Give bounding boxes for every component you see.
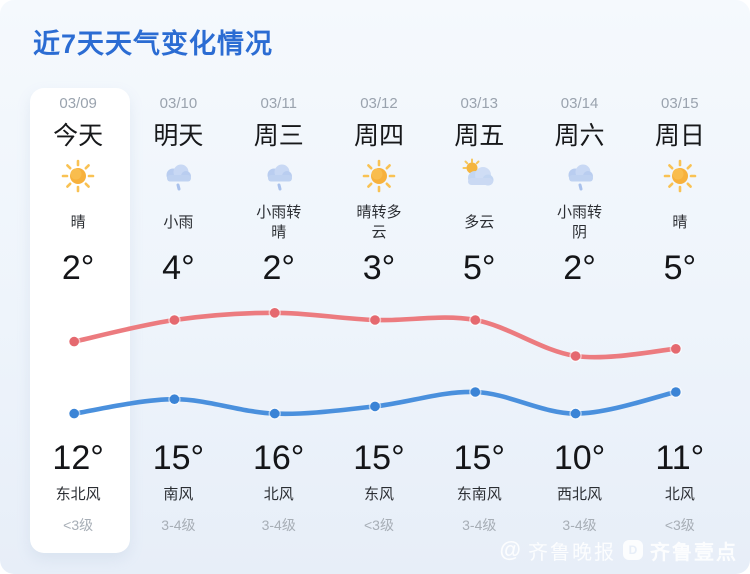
- date-label: 03/10: [159, 95, 198, 112]
- high-temp: 15°: [453, 439, 505, 477]
- condition-label: 晴: [70, 214, 86, 231]
- day-label: 周日: [654, 122, 705, 150]
- low-temp: 2°: [563, 249, 596, 287]
- sunny-icon: [663, 159, 697, 193]
- date-label: 03/11: [260, 95, 297, 112]
- date-label: 03/12: [360, 95, 398, 112]
- light-rain-icon: [267, 164, 292, 191]
- wind-level: <3级: [664, 517, 695, 533]
- watermark: @ 齐鲁晚报 D 齐鲁壹点: [499, 537, 738, 564]
- high-temp: 10°: [553, 439, 606, 477]
- wind-level: 3-4级: [462, 517, 497, 533]
- day-column-friday[interactable]: 03/13 周五 多云 5° 15° 东南风 3-4级: [429, 88, 529, 534]
- sunny-icon: [61, 159, 95, 193]
- high-temp: 15°: [353, 439, 405, 477]
- wind-direction: 南风: [163, 486, 194, 503]
- wind-direction: 东南风: [456, 486, 502, 503]
- day-column-saturday[interactable]: 03/14 周六 小雨转阴 2° 10° 西北风 3-4级: [529, 88, 629, 534]
- high-temp: 12°: [52, 439, 104, 477]
- condition-label: 晴: [672, 214, 688, 231]
- date-label: 03/09: [59, 95, 97, 112]
- day-label: 周四: [353, 122, 404, 150]
- watermark-brand-left: 齐鲁晚报: [528, 541, 616, 564]
- low-temp: 5°: [663, 249, 697, 287]
- date-label: 03/15: [661, 95, 699, 112]
- date-label: 03/13: [460, 95, 499, 112]
- day-label: 周三: [253, 122, 304, 150]
- condition-label: 小雨转晴: [256, 204, 302, 241]
- weather-icon: [662, 158, 698, 194]
- weather-icon: [562, 158, 598, 194]
- wind-direction: 北风: [263, 486, 294, 503]
- wind-level: <3级: [364, 517, 394, 533]
- light-rain-icon: [166, 164, 192, 191]
- qilu-app-icon: D: [623, 540, 643, 560]
- low-temp: 3°: [362, 249, 396, 287]
- low-temp: 4°: [162, 249, 195, 287]
- wind-level: <3级: [63, 517, 94, 533]
- day-column-wednesday[interactable]: 03/11 周三 小雨转晴 2° 16° 北风 3-4级: [229, 88, 329, 534]
- wind-level: 3-4级: [261, 517, 296, 533]
- day-column-thursday[interactable]: 03/12 周四 晴转多云 3° 15° 东风 <3级: [329, 88, 429, 534]
- weather-icon: [160, 158, 196, 194]
- day-column-today[interactable]: 03/09 今天 晴 2° 12° 东北风 <3级: [28, 88, 128, 534]
- day-label: 周五: [454, 122, 505, 150]
- condition-label: 多云: [464, 214, 495, 231]
- low-temp: 2°: [262, 249, 295, 287]
- weather-icon: [261, 158, 297, 194]
- date-label: 03/14: [560, 95, 599, 112]
- low-temp: 5°: [463, 249, 496, 287]
- wind-direction: 西北风: [557, 486, 603, 503]
- condition-label: 小雨转阴: [557, 204, 603, 241]
- day-label: 今天: [53, 122, 104, 150]
- sunny-icon: [362, 159, 396, 193]
- high-temp: 15°: [152, 439, 205, 477]
- day-label: 周六: [554, 122, 605, 150]
- wind-direction: 东北风: [55, 486, 101, 503]
- wind-direction: 北风: [664, 486, 695, 503]
- day-label: 明天: [153, 122, 204, 150]
- condition-label: 晴转多云: [356, 204, 402, 241]
- high-temp: 16°: [252, 439, 305, 477]
- wind-level: 3-4级: [562, 517, 597, 533]
- watermark-brand-right: 齐鲁壹点: [650, 541, 738, 564]
- page-title: 近7天天气变化情况: [33, 29, 274, 59]
- weather-icon: [461, 158, 497, 194]
- high-temp: 11°: [655, 439, 705, 477]
- day-column-sunday[interactable]: 03/15 周日 晴 5° 11° 北风 <3级: [630, 88, 730, 534]
- day-column-tomorrow[interactable]: 03/10 明天 小雨 4° 15° 南风 3-4级: [128, 88, 228, 534]
- day-columns: 03/09 今天 晴 2° 12° 东北风 <3级 03/10 明天: [28, 88, 730, 534]
- partly-cloudy-icon: [462, 158, 494, 186]
- condition-label: 小雨: [163, 214, 194, 231]
- wind-direction: 东风: [363, 486, 394, 503]
- weather-icon: [60, 158, 96, 194]
- light-rain-icon: [568, 164, 593, 191]
- copyright-at-icon: @: [499, 537, 521, 562]
- low-temp: 2°: [61, 249, 95, 287]
- weather-icon: [361, 158, 397, 194]
- wind-level: 3-4级: [161, 517, 196, 533]
